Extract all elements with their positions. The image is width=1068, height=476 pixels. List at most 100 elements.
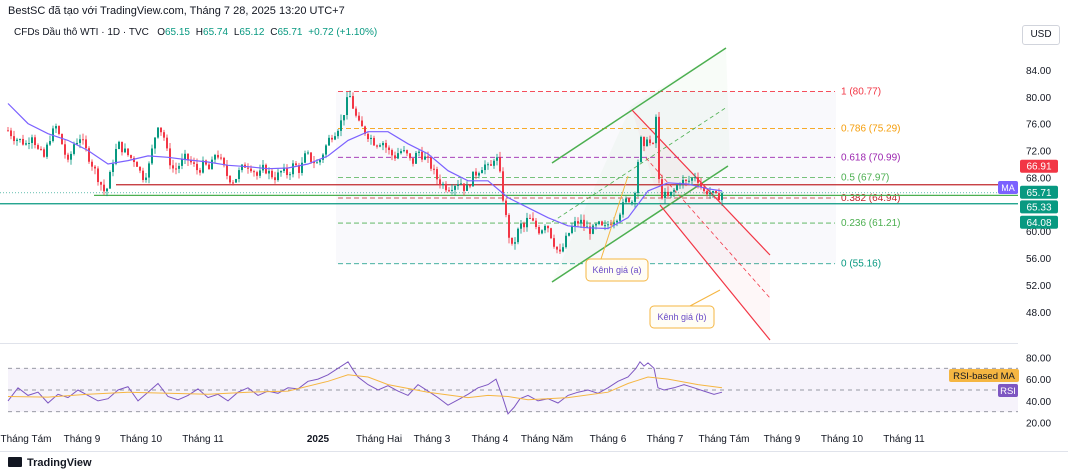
ma-line — [7, 103, 723, 230]
candle-body — [10, 130, 12, 137]
candle-body — [310, 152, 312, 162]
candle-body — [697, 177, 699, 183]
candle-body — [691, 178, 693, 181]
annotation-channel-b-pointer — [689, 289, 721, 307]
candle-body — [682, 179, 684, 185]
time-tick-label: Tháng 10 — [821, 434, 864, 445]
candle-body — [121, 141, 123, 153]
time-tick-label: Tháng Tám — [699, 434, 750, 445]
tradingview-logo[interactable]: TradingView — [8, 457, 92, 469]
candle-body — [520, 223, 522, 229]
candle-body — [145, 177, 147, 180]
candle-body — [373, 137, 375, 146]
fib-label-0.236: 0.236 (61.21) — [841, 218, 901, 229]
candle-body — [505, 200, 507, 215]
candle-body — [619, 214, 621, 221]
currency-button[interactable]: USD — [1022, 25, 1060, 45]
candle-body — [403, 150, 405, 152]
candle-body — [562, 247, 564, 252]
candle-body — [595, 224, 597, 226]
close-label: C — [270, 27, 278, 38]
ma-tag: MA — [1001, 183, 1015, 193]
candle-body — [268, 170, 270, 174]
price-tick-label: 72.00 — [1026, 147, 1051, 158]
candle-body — [58, 126, 60, 134]
candle-body — [304, 153, 306, 163]
candle-body — [628, 198, 630, 202]
candle-body — [442, 183, 444, 186]
candle-body — [142, 170, 144, 180]
candle-body — [295, 163, 297, 166]
candle-body — [352, 96, 354, 109]
symbol-name[interactable]: CFDs Dầu thô WTI · 1D · TVC — [14, 27, 149, 38]
candle-body — [226, 165, 228, 176]
candle-body — [571, 226, 573, 234]
low-label: L — [233, 27, 240, 38]
candle-body — [535, 220, 537, 227]
candle-body — [496, 157, 498, 161]
price-tag-bg — [1020, 159, 1058, 173]
candle-body — [652, 143, 654, 145]
candle-body — [397, 153, 399, 159]
candle-body — [205, 160, 207, 165]
candle-body — [436, 169, 438, 180]
rsi-ma-tag-bg — [949, 369, 1019, 382]
candle-body — [580, 219, 582, 224]
candle-body — [379, 145, 381, 147]
open-label: O — [157, 27, 165, 38]
candle-body — [586, 226, 588, 228]
candle-body — [37, 145, 39, 149]
candle-body — [601, 221, 603, 226]
candle-body — [463, 183, 465, 191]
candle-body — [67, 154, 69, 160]
candle-body — [190, 160, 192, 163]
candle-body — [658, 116, 660, 180]
candle-body — [484, 164, 486, 171]
candle-body — [700, 182, 702, 188]
price-chart[interactable]: 1 (80.77) 0.786 (75.29) 0.618 (70.99) 0.5 (… — [0, 0, 1068, 451]
candle-body — [583, 219, 585, 227]
candle-body — [703, 187, 705, 192]
candle-body — [130, 155, 132, 158]
symbol-legend: CFDs Dầu thô WTI · 1D · TVC O65.15 H65.7… — [14, 27, 380, 38]
candle-body — [607, 224, 609, 226]
candle-body — [661, 179, 663, 199]
candle-body — [400, 151, 402, 154]
candle-body — [457, 184, 459, 186]
time-tick-label: Tháng 9 — [764, 434, 801, 445]
channel-a-fill — [552, 48, 730, 282]
candle-body — [208, 164, 210, 170]
candle-body — [148, 163, 150, 178]
candle-body — [286, 167, 288, 176]
candle-body — [715, 190, 717, 194]
candle-body — [349, 96, 351, 98]
candle-body — [160, 127, 162, 133]
rsi-tick-label: 20.00 — [1026, 419, 1051, 430]
candle-body — [544, 225, 546, 231]
rsi-ma-tag: RSI-based MA — [953, 371, 1015, 382]
channel-b-fill — [632, 110, 770, 340]
candle-body — [343, 115, 345, 121]
candle-body — [76, 142, 78, 145]
candle-body — [517, 228, 519, 243]
candle-body — [265, 164, 267, 174]
candle-body — [676, 185, 678, 191]
annotation-channel-a-text: Kênh giá (a) — [592, 265, 641, 275]
candle-body — [679, 184, 681, 186]
candle-body — [439, 179, 441, 186]
candle-body — [238, 170, 240, 180]
candle-body — [460, 183, 462, 185]
price-tick-label: 80.00 — [1026, 93, 1051, 104]
candle-body — [118, 141, 120, 150]
candle-body — [64, 144, 66, 155]
candle-body — [250, 168, 252, 172]
candle-body — [100, 182, 102, 185]
fib-label-0.618: 0.618 (70.99) — [841, 152, 901, 163]
candle-body — [307, 152, 309, 154]
rsi-line — [7, 360, 723, 415]
candle-body — [217, 154, 219, 158]
candle-body — [508, 214, 510, 238]
candle-body — [385, 142, 387, 148]
candle-body — [199, 170, 201, 173]
candle-body — [109, 172, 111, 189]
